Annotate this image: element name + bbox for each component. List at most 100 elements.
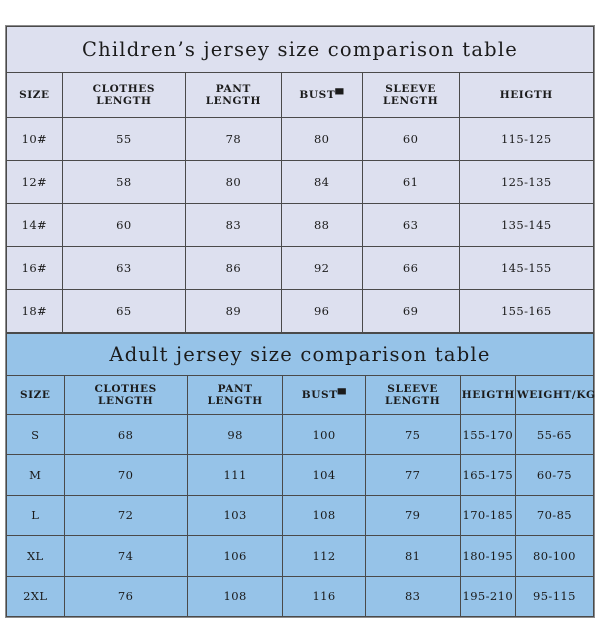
cell-size: XL bbox=[6, 535, 65, 577]
children-jersey-size-table: Children’s jersey size comparison table … bbox=[6, 26, 595, 333]
cell-clothes-length: 65 bbox=[61, 289, 187, 333]
cell-size: M bbox=[6, 454, 65, 496]
adult-header-row: SIZE CLOTHES LENGTH PANT LENGTH BUST▀ SL… bbox=[6, 375, 595, 415]
cell-sleeve-length: 69 bbox=[361, 289, 460, 333]
size-chart-page: Children’s jersey size comparison table … bbox=[5, 25, 595, 618]
adult-column-header-pant-length: PANT LENGTH bbox=[186, 375, 284, 415]
cell-pant-length: 83 bbox=[185, 203, 282, 247]
cell-bust: 84 bbox=[280, 160, 363, 204]
adult-column-header-weight-kg: WEIGHT/KG bbox=[514, 375, 595, 415]
cell-clothes-length: 68 bbox=[63, 413, 188, 456]
cell-heigth: 155-165 bbox=[458, 289, 595, 333]
cell-sleeve-length: 75 bbox=[364, 413, 461, 456]
children-table-body: Children’s jersey size comparison table … bbox=[6, 26, 595, 333]
adult-column-header-clothes-length: CLOTHES LENGTH bbox=[63, 375, 188, 415]
children-column-header-pant-length: PANT LENGTH bbox=[185, 72, 282, 118]
cell-sleeve-length: 60 bbox=[361, 117, 460, 161]
table-row: L 72 103 108 79 170-185 70-85 bbox=[6, 494, 595, 537]
cell-heigth: 155-170 bbox=[459, 413, 516, 456]
children-column-header-heigth: HEIGTH bbox=[458, 72, 595, 118]
cell-sleeve-length: 66 bbox=[361, 246, 460, 290]
cell-weight: 70-85 bbox=[514, 494, 595, 537]
cell-sleeve-length: 63 bbox=[361, 203, 460, 247]
cell-bust: 112 bbox=[282, 535, 366, 577]
cell-bust: 108 bbox=[282, 494, 366, 537]
adult-table-title: Adult jersey size comparison table bbox=[6, 333, 594, 376]
cell-heigth: 135-145 bbox=[458, 203, 595, 247]
cell-heigth: 145-155 bbox=[458, 246, 595, 290]
children-header-row: SIZE CLOTHES LENGTH PANT LENGTH BUST▀ SL… bbox=[6, 72, 595, 118]
table-row: 14# 60 83 88 63 135-145 bbox=[6, 203, 595, 247]
cell-bust: 88 bbox=[280, 203, 363, 247]
cell-weight: 95-115 bbox=[514, 575, 595, 617]
cell-size: 2XL bbox=[6, 575, 65, 617]
children-column-header-bust: BUST▀ bbox=[280, 72, 363, 118]
cell-weight: 80-100 bbox=[514, 535, 595, 577]
table-row: S 68 98 100 75 155-170 55-65 bbox=[6, 413, 595, 456]
cell-clothes-length: 74 bbox=[63, 535, 188, 577]
table-row: 2XL 76 108 116 83 195-210 95-115 bbox=[6, 575, 595, 617]
table-row: 10# 55 78 80 60 115-125 bbox=[6, 117, 595, 161]
children-column-header-size: SIZE bbox=[6, 72, 63, 118]
cell-size: 18# bbox=[6, 289, 63, 333]
cell-bust: 104 bbox=[282, 454, 366, 496]
cell-pant-length: 111 bbox=[186, 454, 284, 496]
cell-heigth: 180-195 bbox=[459, 535, 516, 577]
cell-size: 16# bbox=[6, 246, 63, 290]
cell-weight: 60-75 bbox=[514, 454, 595, 496]
cell-heigth: 165-175 bbox=[459, 454, 516, 496]
cell-heigth: 125-135 bbox=[458, 160, 595, 204]
cell-size: S bbox=[6, 413, 65, 456]
cell-clothes-length: 70 bbox=[63, 454, 188, 496]
cell-pant-length: 106 bbox=[186, 535, 284, 577]
cell-pant-length: 86 bbox=[185, 246, 282, 290]
adult-column-header-size: SIZE bbox=[6, 375, 65, 415]
cell-clothes-length: 76 bbox=[63, 575, 188, 617]
children-table-title: Children’s jersey size comparison table bbox=[6, 26, 594, 73]
table-row: 18# 65 89 96 69 155-165 bbox=[6, 289, 595, 333]
cell-pant-length: 103 bbox=[186, 494, 284, 537]
cell-bust: 92 bbox=[280, 246, 363, 290]
cell-pant-length: 89 bbox=[185, 289, 282, 333]
cell-size: 12# bbox=[6, 160, 63, 204]
cell-sleeve-length: 83 bbox=[364, 575, 461, 617]
cell-pant-length: 108 bbox=[186, 575, 284, 617]
cell-bust: 116 bbox=[282, 575, 366, 617]
cell-heigth: 170-185 bbox=[459, 494, 516, 537]
cell-size: 10# bbox=[6, 117, 63, 161]
adult-jersey-size-table: Adult jersey size comparison table SIZE … bbox=[6, 333, 595, 617]
cell-pant-length: 98 bbox=[186, 413, 284, 456]
cell-heigth: 195-210 bbox=[459, 575, 516, 617]
cell-bust: 100 bbox=[282, 413, 366, 456]
cell-clothes-length: 63 bbox=[61, 246, 187, 290]
children-title-row: Children’s jersey size comparison table bbox=[6, 26, 594, 73]
cell-bust: 80 bbox=[280, 117, 363, 161]
cell-sleeve-length: 81 bbox=[364, 535, 461, 577]
adult-column-header-sleeve-length: SLEEVE LENGTH bbox=[364, 375, 461, 415]
size-tables-container: Children’s jersey size comparison table … bbox=[5, 25, 595, 618]
adult-column-header-bust: BUST▀ bbox=[282, 375, 366, 415]
cell-weight: 55-65 bbox=[514, 413, 595, 456]
cell-sleeve-length: 61 bbox=[361, 160, 460, 204]
cell-sleeve-length: 79 bbox=[364, 494, 461, 537]
cell-pant-length: 78 bbox=[185, 117, 282, 161]
adult-title-row: Adult jersey size comparison table bbox=[6, 333, 594, 376]
adult-table-body: Adult jersey size comparison table SIZE … bbox=[6, 333, 595, 617]
cell-bust: 96 bbox=[280, 289, 363, 333]
cell-clothes-length: 55 bbox=[61, 117, 187, 161]
table-row: XL 74 106 112 81 180-195 80-100 bbox=[6, 535, 595, 577]
cell-size: 14# bbox=[6, 203, 63, 247]
cell-clothes-length: 60 bbox=[61, 203, 187, 247]
children-column-header-clothes-length: CLOTHES LENGTH bbox=[61, 72, 187, 118]
cell-clothes-length: 58 bbox=[61, 160, 187, 204]
cell-sleeve-length: 77 bbox=[364, 454, 461, 496]
cell-heigth: 115-125 bbox=[458, 117, 595, 161]
cell-pant-length: 80 bbox=[185, 160, 282, 204]
children-column-header-sleeve-length: SLEEVE LENGTH bbox=[361, 72, 460, 118]
cell-clothes-length: 72 bbox=[63, 494, 188, 537]
adult-column-header-heigth: HEIGTH bbox=[459, 375, 516, 415]
table-row: 12# 58 80 84 61 125-135 bbox=[6, 160, 595, 204]
table-row: M 70 111 104 77 165-175 60-75 bbox=[6, 454, 595, 496]
cell-size: L bbox=[6, 494, 65, 537]
table-row: 16# 63 86 92 66 145-155 bbox=[6, 246, 595, 290]
